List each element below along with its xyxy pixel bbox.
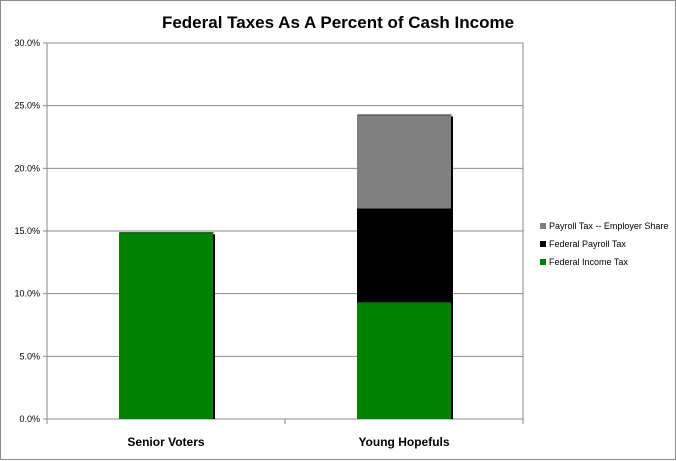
legend-swatch (540, 223, 546, 229)
chart-title: Federal Taxes As A Percent of Cash Incom… (162, 13, 514, 32)
x-category-label: Senior Voters (127, 435, 204, 449)
bar-stack-1 (357, 114, 453, 419)
bar-segment (357, 302, 451, 419)
bar-top-shadow (358, 114, 452, 116)
bar-top-shadow (120, 232, 214, 234)
y-tick-label: 5.0% (19, 351, 40, 361)
y-tick-label: 30.0% (14, 38, 40, 48)
y-tick-label: 20.0% (14, 163, 40, 173)
y-tick-label: 0.0% (19, 414, 40, 424)
legend-label: Federal Payroll Tax (549, 239, 626, 249)
legend: Payroll Tax -- Employer Share Federal Pay… (540, 221, 668, 267)
legend-label: Federal Income Tax (549, 257, 628, 267)
legend-label: Payroll Tax -- Employer Share (549, 221, 668, 231)
bar-segment (119, 232, 213, 419)
x-category-label: Young Hopefuls (358, 435, 449, 449)
legend-swatch (540, 241, 546, 247)
bar-segment (357, 208, 451, 303)
legend-item: Federal Payroll Tax (540, 239, 626, 249)
legend-item: Payroll Tax -- Employer Share (540, 221, 668, 231)
y-tick-label: 10.0% (14, 289, 40, 299)
legend-swatch (540, 259, 546, 265)
bar-shadow (451, 116, 453, 419)
y-tick-label: 15.0% (14, 226, 40, 236)
bars-layer (119, 114, 453, 419)
y-tick-label: 25.0% (14, 101, 40, 111)
bar-segment (357, 114, 451, 209)
legend-item: Federal Income Tax (540, 257, 628, 267)
bar-shadow (213, 234, 215, 419)
axis-layer: 0.0% 5.0% 10.0% 15.0% 20.0% 25.0% 30.0% Senior … (14, 38, 524, 449)
bar-stack-0 (119, 232, 215, 419)
